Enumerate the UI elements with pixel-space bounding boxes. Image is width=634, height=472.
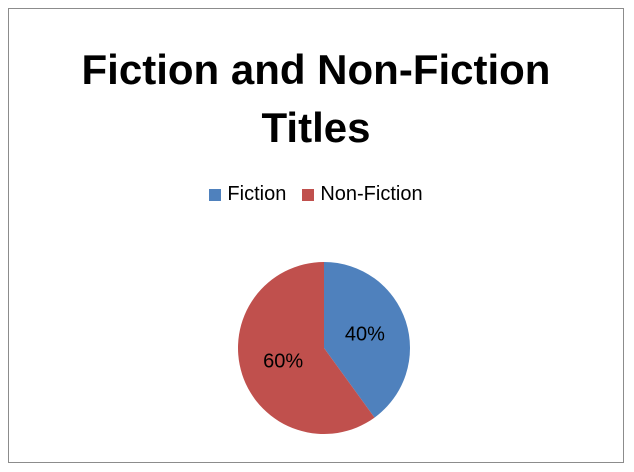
chart-frame: Fiction and Non-Fiction Titles Fiction N… <box>8 8 624 463</box>
legend-swatch-non-fiction <box>302 188 315 201</box>
chart-title-line-2: Titles <box>261 104 371 151</box>
data-label-fiction: 40% <box>345 324 385 346</box>
chart-title-line-1: Fiction and Non-Fiction <box>81 46 551 93</box>
pie-chart: 40% 60% <box>237 262 410 435</box>
legend-label-non-fiction: Non-Fiction <box>320 183 423 205</box>
pie-slice-non-fiction <box>237 262 375 435</box>
legend-item-non-fiction: Non-Fiction <box>302 183 423 206</box>
legend: Fiction Non-Fiction <box>9 183 623 206</box>
legend-label-fiction: Fiction <box>227 183 287 205</box>
pie-slice-fiction <box>324 262 410 418</box>
data-label-non-fiction: 60% <box>263 350 303 372</box>
chart-title: Fiction and Non-Fiction Titles <box>9 41 623 157</box>
legend-swatch-fiction <box>209 188 222 201</box>
legend-item-fiction: Fiction <box>209 183 286 206</box>
